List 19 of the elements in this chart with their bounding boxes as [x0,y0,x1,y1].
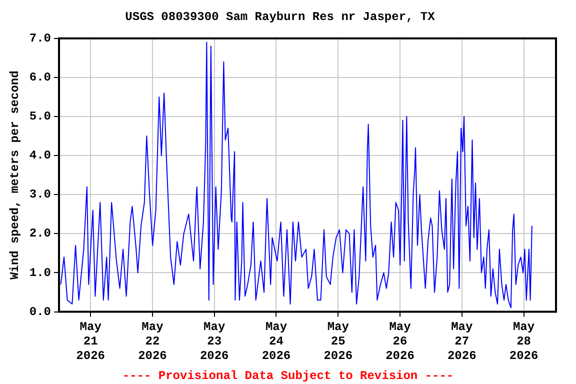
y-axis-title: Wind speed, meters per second [8,70,22,280]
x-tick-label: May 25 2026 [324,320,353,363]
y-tick-label: 5.0 [29,110,52,124]
text: ---- Provisional Data Subject to Revision ---- [122,369,454,384]
y-tick-label: 7.0 [29,31,52,46]
x-tick-label: May 24 2026 [262,320,291,363]
y-tick-label: 2.0 [29,226,52,241]
x-tick-label: May 23 2026 [200,320,229,363]
y-tick-label: 1.0 [29,266,52,280]
y-tick-label: 3.0 [29,188,52,202]
y-tick-label: 0.0 [29,304,52,319]
y-tick-label: 4.0 [29,148,52,163]
y-tick-label: 6.0 [29,70,52,84]
x-tick-label: May 26 2026 [386,320,414,363]
x-tick-label: May 21 2026 [76,320,105,363]
x-tick-label: May 27 2026 [447,320,476,363]
chart-title: USGS 08039300 Sam Rayburn Res nr Jasper, TX [125,10,436,24]
x-tick-label: May 28 2026 [509,320,538,363]
x-tick-label: May 22 2026 [138,320,167,363]
